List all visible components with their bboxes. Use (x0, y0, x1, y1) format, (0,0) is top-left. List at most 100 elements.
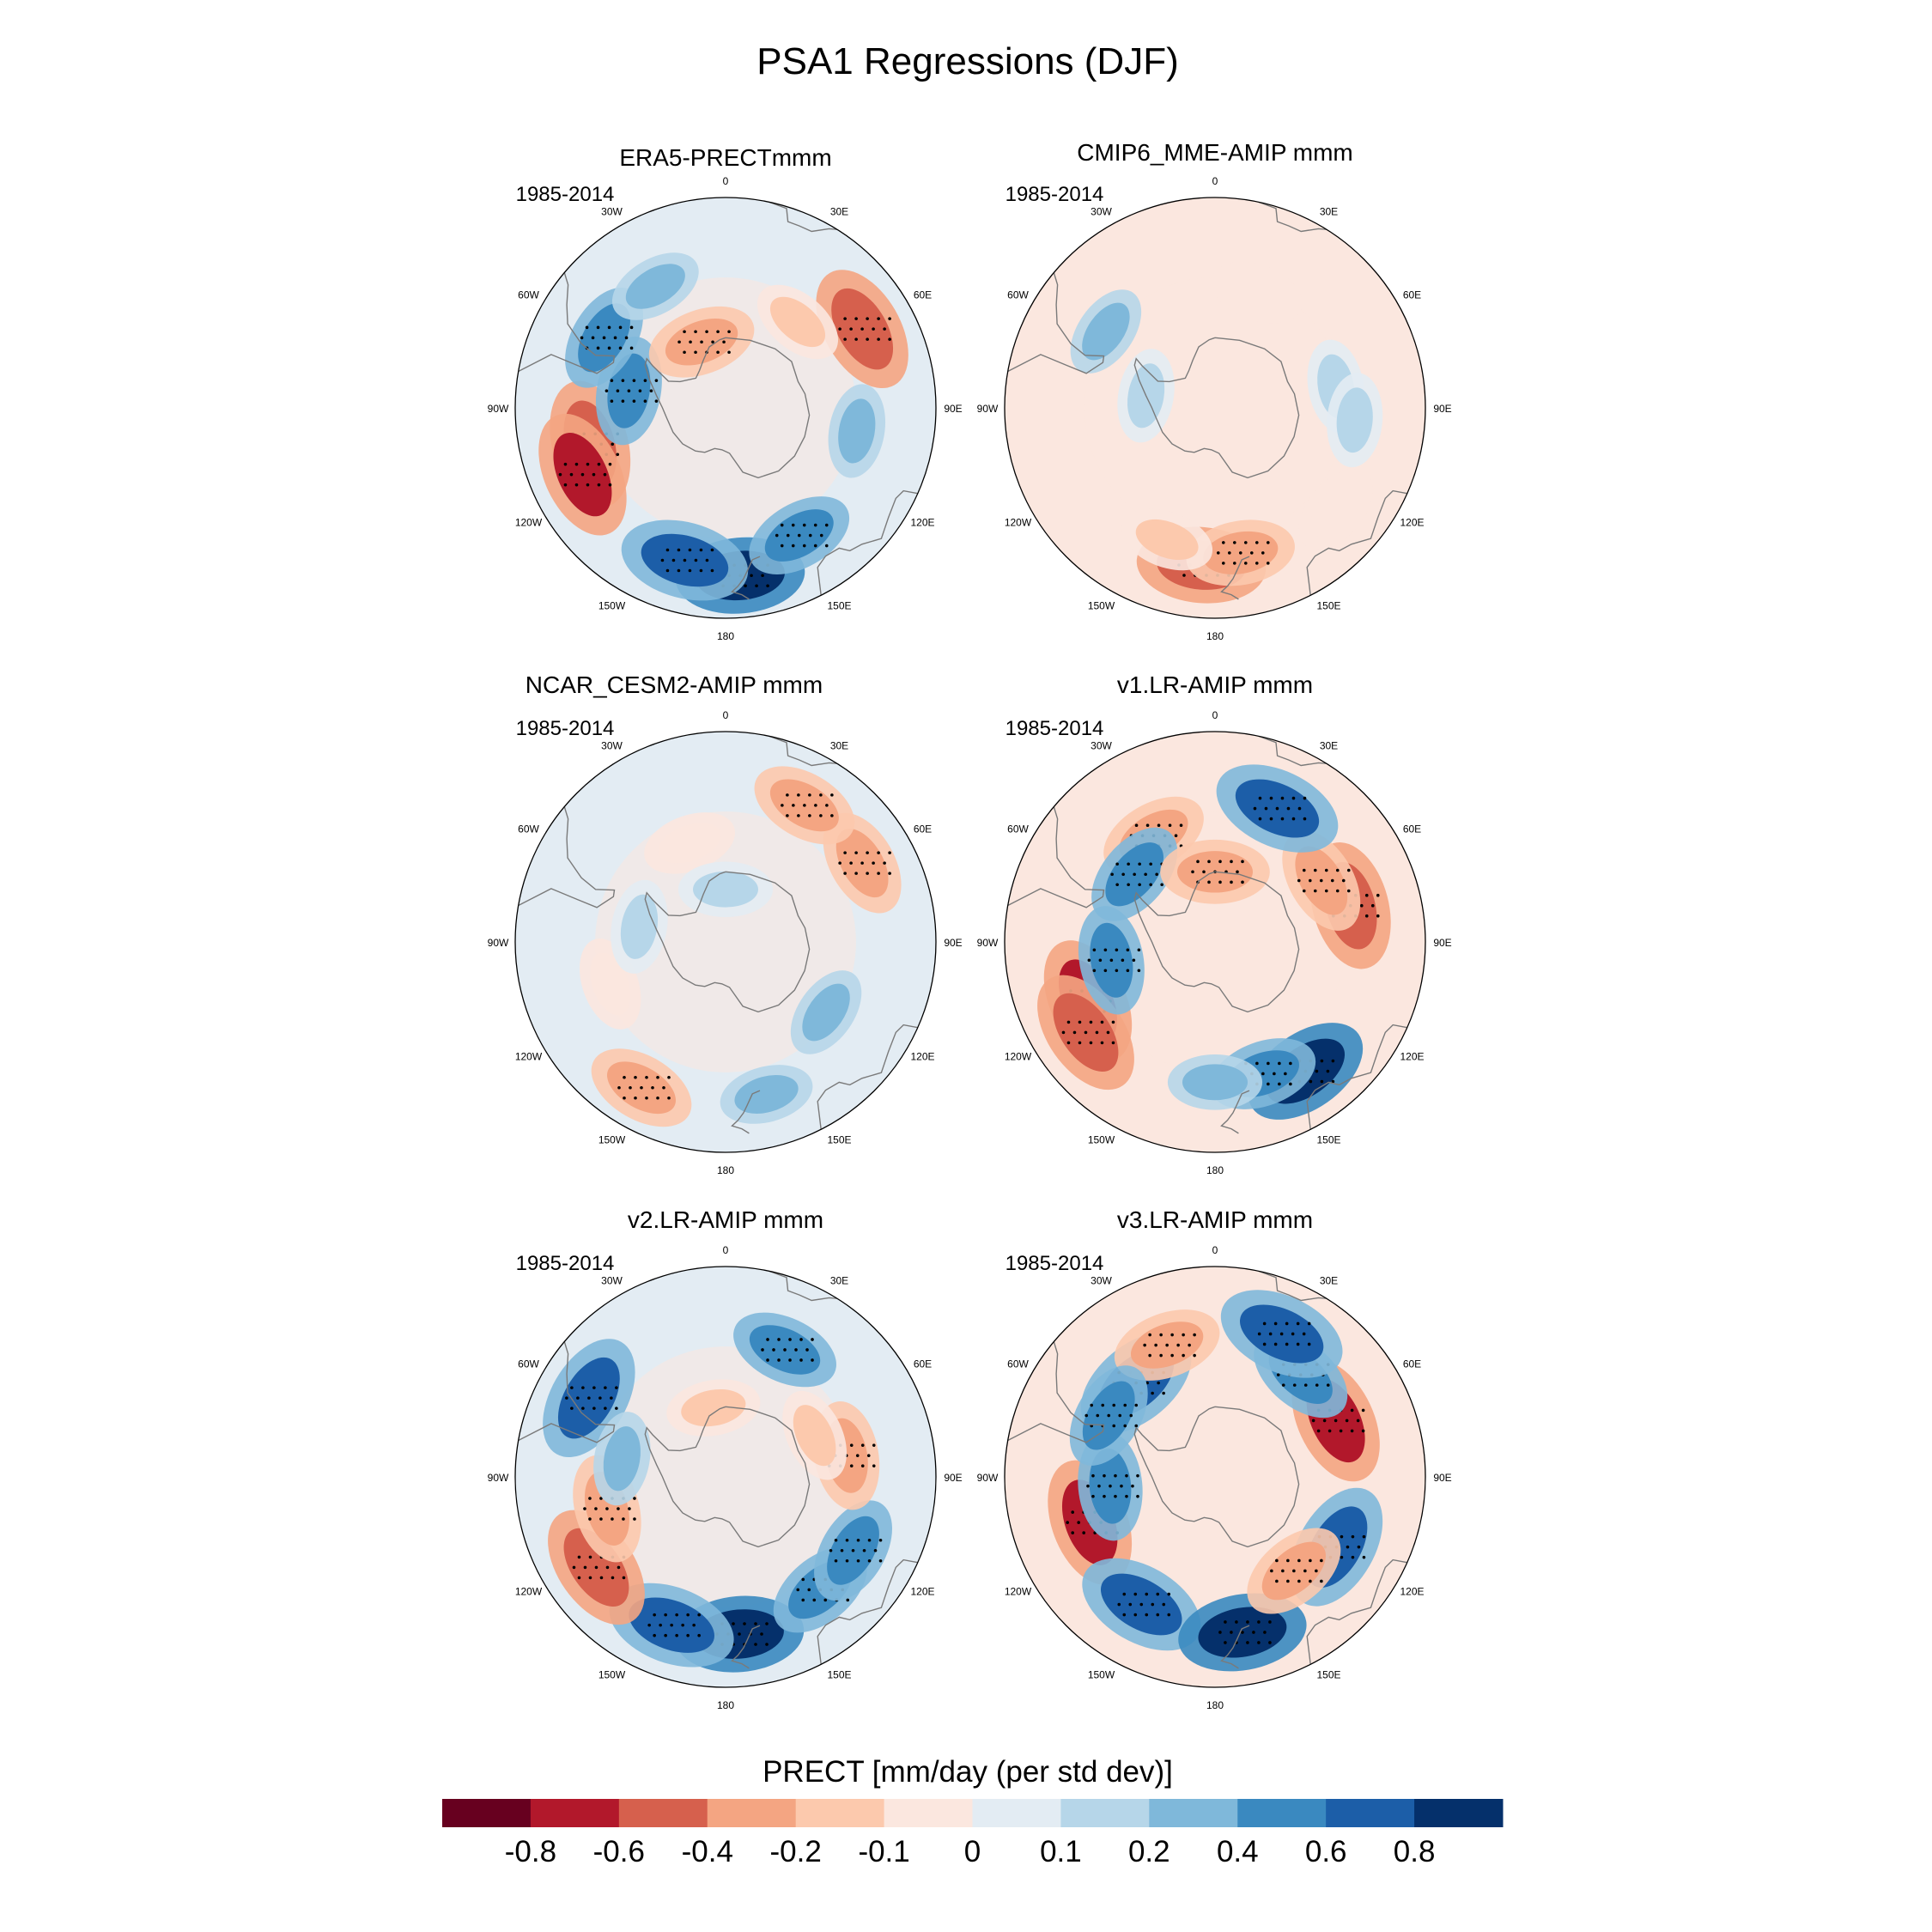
stipple-dot (1090, 1403, 1094, 1407)
stipple-dot (588, 1555, 592, 1559)
stipple-dot (1134, 1403, 1139, 1407)
stipple-dot (1340, 1555, 1344, 1559)
anomaly-field (543, 1312, 892, 1673)
stipple-dot (1136, 1473, 1139, 1478)
stipple-dot (665, 548, 670, 552)
map-rim (1004, 731, 1426, 1153)
map-rim (1004, 197, 1426, 619)
stipple-dot (1362, 1555, 1366, 1559)
stipple-dot (710, 548, 714, 552)
map-panel-2: 0 30E 60E 90E 120E 150E 180 150W 120W 90W 60W 30W CM… (977, 139, 1452, 642)
lon-label: 30W (601, 1275, 623, 1287)
stipple-dot (860, 1464, 865, 1467)
panel-period: 1985-2014 (1005, 717, 1104, 740)
stipple-dot (1246, 1620, 1249, 1624)
stipple-dot (1324, 889, 1328, 893)
stipple-dot (854, 872, 858, 875)
stipple-dot (1292, 1569, 1296, 1573)
stipple-dot (1092, 948, 1097, 952)
stipple-dot (1084, 1413, 1089, 1418)
stipple-dot (838, 327, 841, 331)
stipple-dot (628, 1507, 631, 1510)
stipple-dot (1303, 817, 1307, 821)
stipple-dot (1066, 1041, 1071, 1045)
stipple-dot (802, 523, 806, 527)
stipple-dot (846, 1598, 850, 1602)
stipple-dot (1091, 1473, 1095, 1478)
stipple-dot (649, 389, 653, 392)
stipple-dot (697, 1613, 701, 1617)
stipple-dot (849, 1464, 854, 1467)
stipple-dot (1098, 958, 1103, 963)
stipple-dot (580, 472, 585, 477)
stipple-dot (683, 350, 686, 355)
stipple-dot (775, 533, 779, 538)
stipple-dot (1280, 796, 1285, 800)
stipple-dot (1351, 1555, 1355, 1559)
stipple-dot (860, 327, 864, 331)
significance-stipple (617, 1075, 671, 1100)
stipple-dot (607, 346, 611, 350)
stipple-dot (670, 1623, 673, 1627)
panel-title: v2.LR-AMIP mmm (628, 1206, 823, 1233)
lon-label: 180 (717, 1699, 734, 1711)
stipple-dot (1168, 823, 1172, 828)
stipple-dot (840, 1548, 844, 1552)
stipple-dot (1320, 1059, 1324, 1063)
stipple-dot (878, 1558, 883, 1563)
stipple-dot (1302, 1332, 1306, 1336)
stipple-dot (1148, 1333, 1151, 1337)
stipple-dot (799, 1358, 803, 1362)
stipple-dot (1241, 860, 1244, 864)
lon-label: 90E (1433, 1472, 1451, 1484)
stipple-dot (797, 533, 801, 538)
landmass-outline (1258, 201, 1327, 233)
colorbar-title: PRECT [mm/day (per std dev)] (762, 1755, 1173, 1789)
lon-label: 120W (1005, 1586, 1032, 1598)
stipple-dot (1266, 562, 1270, 565)
stipple-dot (1207, 880, 1211, 884)
stipple-dot (1149, 883, 1152, 887)
stipple-dot (750, 574, 753, 578)
stipple-dot (1157, 823, 1161, 828)
lon-label: 150W (1088, 600, 1115, 612)
stipple-dot (592, 472, 596, 477)
significance-stipple (1218, 1620, 1272, 1644)
lon-label: 60W (518, 1358, 539, 1370)
lon-label: 120E (1400, 1586, 1424, 1598)
figure-title: PSA1 Regressions (DJF) (756, 40, 1178, 82)
stipple-dot (867, 1538, 872, 1542)
lon-label: 30E (1320, 740, 1338, 752)
stipple-dot (656, 1075, 659, 1079)
stipple-dot (1114, 1473, 1117, 1478)
stipple-dot (1156, 1613, 1160, 1617)
stipple-dot (1308, 878, 1312, 883)
significance-stipple (1084, 1403, 1139, 1428)
stipple-dot (872, 1443, 876, 1447)
stipple-dot (1339, 1429, 1343, 1433)
stipple-dot (1123, 1403, 1127, 1407)
stipple-dot (599, 1497, 603, 1500)
stipple-dot (1309, 1079, 1313, 1084)
stipple-dot (1297, 878, 1301, 883)
stipple-dot (765, 1643, 769, 1646)
stipple-dot (1111, 1020, 1115, 1024)
stipple-dot (1284, 1072, 1287, 1076)
stipple-dot (1297, 1558, 1301, 1563)
stipple-dot (594, 1565, 598, 1570)
stipple-dot (563, 483, 568, 487)
stipple-dot (1262, 1342, 1267, 1346)
anomaly-field (1048, 1290, 1383, 1672)
stipple-dot (1232, 562, 1236, 565)
stipple-dot (1137, 969, 1141, 973)
stipple-dot (819, 533, 823, 538)
stipple-dot (1126, 948, 1130, 952)
stipple-dot (1315, 1383, 1319, 1387)
stipple-dot (604, 1406, 607, 1410)
stipple-dot (1285, 1321, 1289, 1326)
stipple-dot (585, 325, 589, 330)
panel-period: 1985-2014 (516, 717, 615, 740)
lon-label: 120E (910, 1051, 934, 1063)
stipple-dot (1275, 1579, 1279, 1583)
